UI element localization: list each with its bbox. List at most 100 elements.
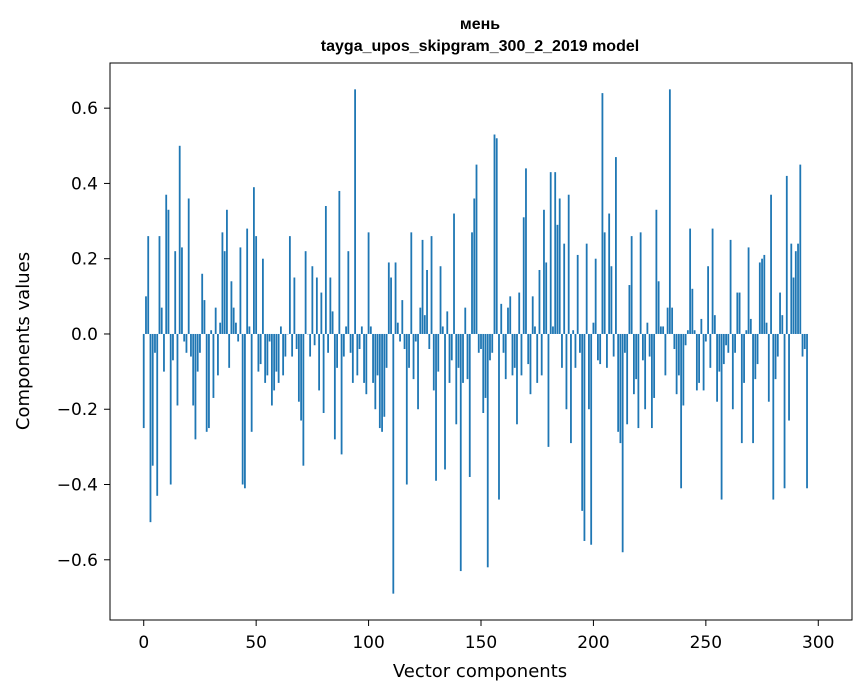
bar-41 [235,322,237,334]
bar-136 [448,333,451,383]
bar-239 [680,333,683,489]
bar-272 [754,333,757,380]
bar-8 [160,307,163,334]
bar-279 [770,194,772,334]
bar-95 [356,333,359,376]
bar-126 [426,269,428,334]
bar-19 [185,333,188,353]
bar-16 [178,145,181,334]
bar-206 [606,333,608,368]
bar-129 [432,333,435,391]
bar-4 [151,333,154,466]
bar-174 [534,326,536,334]
bar-91 [347,251,350,334]
bar-179 [545,262,548,334]
bar-154 [489,333,491,361]
bar-62 [282,333,285,376]
bar-285 [783,333,786,489]
bar-120 [412,333,415,380]
bar-180 [547,333,550,447]
bar-141 [459,333,462,572]
bar-135 [446,311,449,334]
bar-235 [671,307,674,334]
bar-241 [684,333,687,346]
bar-203 [599,333,602,365]
bar-21 [190,333,192,357]
y-tick-label: −0.2 [57,400,98,420]
bar-202 [597,333,599,361]
bar-176 [538,269,541,334]
bar-7 [158,236,161,334]
bar-112 [394,262,397,334]
bar-74 [309,333,312,357]
bar-224 [646,322,649,334]
bar-128 [430,236,433,334]
bar-76 [313,333,316,346]
bar-125 [423,315,426,334]
bar-13 [172,333,174,361]
bar-268 [745,330,748,334]
bar-93 [351,333,354,383]
bar-96 [358,333,361,350]
bar-237 [675,333,678,395]
bar-284 [781,315,784,334]
bar-38 [228,333,231,368]
bar-50 [255,236,258,334]
bar-105 [378,333,381,429]
bar-282 [776,333,779,357]
bar-143 [464,307,467,334]
bar-12 [169,333,172,485]
bar-130 [435,333,437,481]
bar-181 [549,172,552,334]
bar-66 [291,333,294,357]
x-tick-label: 100 [352,633,384,653]
bar-151 [482,333,485,413]
bar-259 [725,333,727,346]
bar-226 [650,333,653,429]
bar-117 [405,333,408,485]
bar-204 [601,93,604,334]
bar-89 [342,333,345,357]
bar-29 [208,333,210,429]
bar-233 [666,307,669,334]
bar-65 [288,236,291,334]
bar-183 [554,172,557,334]
bar-121 [414,333,417,342]
bar-124 [421,239,424,334]
y-tick-label: 0.4 [71,174,98,194]
bar-280 [772,333,775,500]
bar-70 [300,333,303,421]
bar-240 [682,333,685,406]
bar-251 [707,266,709,334]
bar-132 [439,266,442,334]
x-axis: 0 50 100 150 200 250 300 [138,620,834,653]
bar-94 [354,89,356,334]
bar-83 [329,277,332,334]
bar-248 [700,318,703,334]
bar-58 [273,333,276,391]
y-tick-label: −0.4 [57,476,98,496]
bar-57 [270,333,273,406]
bar-215 [626,333,629,425]
bar-168 [520,333,523,376]
bar-261 [729,239,732,334]
bar-220 [637,333,640,429]
bar-184 [556,224,559,334]
bar-23 [194,333,197,440]
bar-108 [385,333,388,368]
bar-59 [275,333,278,372]
bar-163 [509,296,512,334]
bar-27 [203,300,206,334]
bar-175 [536,333,539,383]
bar-148 [475,164,478,334]
bar-277 [765,322,768,334]
y-tick-label: 0.6 [71,99,98,119]
bar-281 [774,333,777,380]
bar-201 [594,258,597,334]
bar-198 [588,333,590,410]
bar-140 [457,333,460,368]
bar-219 [635,333,638,380]
bar-245 [693,330,696,334]
bar-287 [788,333,790,421]
